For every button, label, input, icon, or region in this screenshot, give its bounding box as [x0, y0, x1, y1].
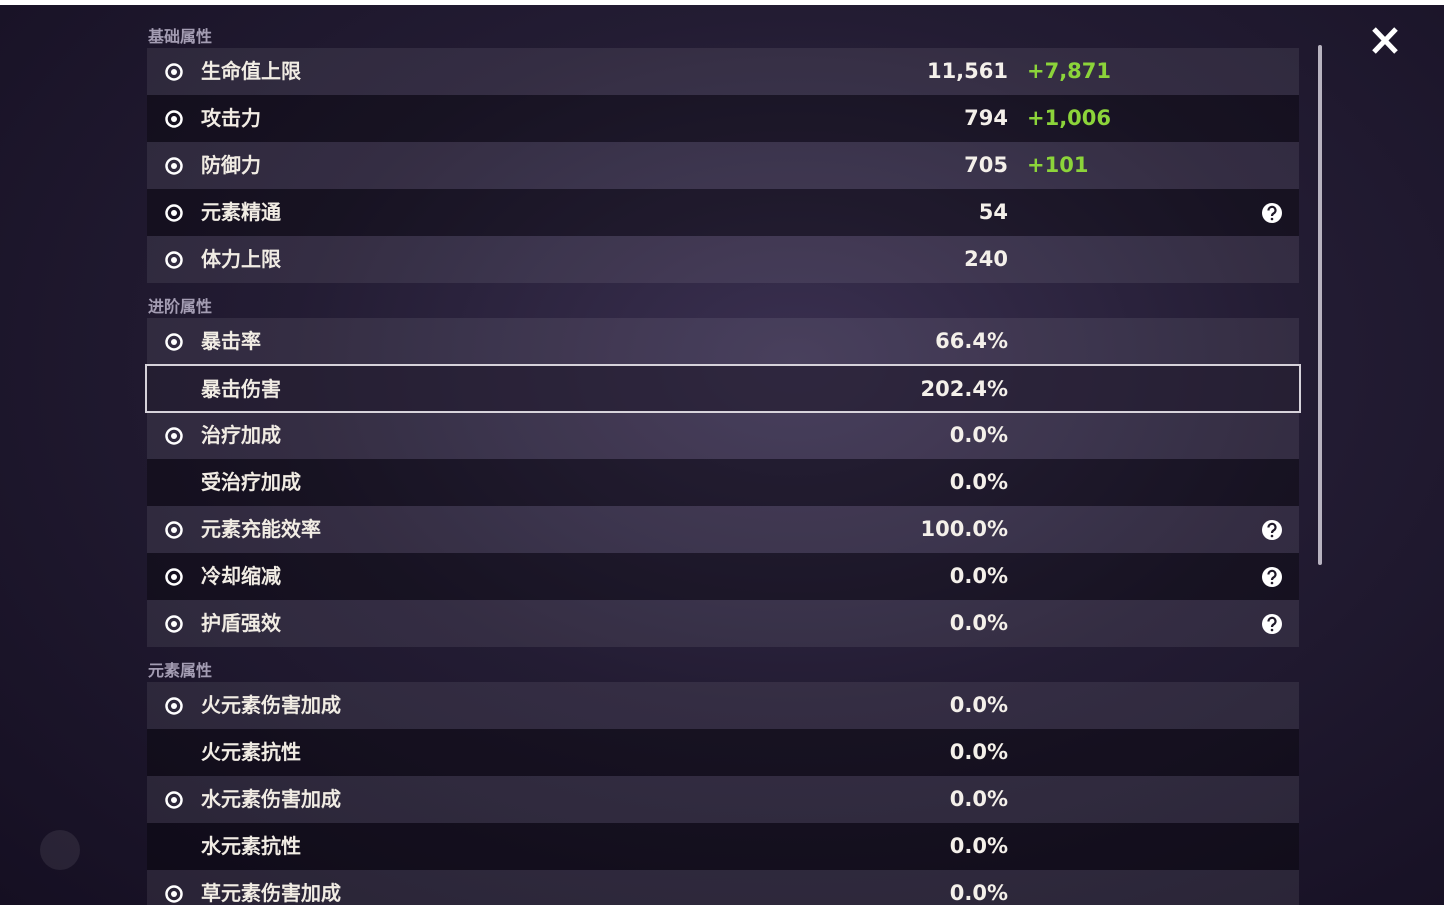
stat-icon	[165, 615, 183, 633]
stat-row[interactable]: 防御力 705 +101	[147, 142, 1299, 189]
close-button[interactable]	[1372, 27, 1398, 54]
stat-value: 54	[978, 200, 1008, 224]
stat-row[interactable]: 水元素伤害加成 0.0%	[147, 776, 1299, 823]
stat-label: 受治疗加成	[201, 470, 301, 494]
stat-label: 防御力	[201, 153, 261, 177]
stat-label: 火元素伤害加成	[201, 693, 341, 717]
stat-icon	[165, 333, 183, 351]
stat-icon	[165, 885, 183, 903]
stat-icon	[165, 204, 183, 222]
stat-bonus: +7,871	[1027, 59, 1112, 83]
menu-button[interactable]	[40, 830, 80, 870]
help-icon[interactable]	[1261, 613, 1283, 635]
stat-value: 11,561	[926, 59, 1008, 83]
stat-row[interactable]: 火元素抗性 0.0%	[147, 729, 1299, 776]
stat-row[interactable]: 元素充能效率 100.0%	[147, 506, 1299, 553]
stat-icon	[165, 427, 183, 445]
section-title: 进阶属性	[148, 297, 213, 316]
stat-value: 705	[964, 153, 1008, 177]
stat-row[interactable]: 护盾强效 0.0%	[147, 600, 1299, 647]
stat-label: 攻击力	[201, 106, 261, 130]
stat-label: 水元素抗性	[201, 834, 301, 858]
stat-row[interactable]: 水元素抗性 0.0%	[147, 823, 1299, 870]
section-title: 元素属性	[148, 661, 213, 680]
stat-icon	[165, 697, 183, 715]
stat-icon	[165, 63, 183, 81]
help-icon[interactable]	[1261, 519, 1283, 541]
stat-label: 生命值上限	[201, 59, 301, 83]
stat-value: 0.0%	[949, 693, 1008, 717]
stat-label: 体力上限	[201, 247, 281, 271]
top-edge	[0, 0, 1444, 5]
stat-icon	[165, 568, 183, 586]
stat-row[interactable]: 治疗加成 0.0%	[147, 412, 1299, 459]
stat-row[interactable]: 元素精通 54	[147, 189, 1299, 236]
stat-value: 240	[964, 247, 1008, 271]
stat-label: 火元素抗性	[201, 740, 301, 764]
stat-icon	[165, 791, 183, 809]
stat-label: 草元素伤害加成	[201, 881, 341, 905]
help-icon[interactable]	[1261, 202, 1283, 224]
stat-value: 100.0%	[920, 517, 1008, 541]
stat-value: 0.0%	[949, 787, 1008, 811]
stat-bonus: +101	[1027, 153, 1089, 177]
stat-label: 元素充能效率	[201, 517, 321, 541]
help-icon[interactable]	[1261, 566, 1283, 588]
stat-row[interactable]: 受治疗加成 0.0%	[147, 459, 1299, 506]
stat-row[interactable]: 火元素伤害加成 0.0%	[147, 682, 1299, 729]
stat-row[interactable]: 攻击力 794 +1,006	[147, 95, 1299, 142]
section-title: 基础属性	[148, 27, 213, 46]
stat-row[interactable]: 冷却缩减 0.0%	[147, 553, 1299, 600]
stat-icon	[165, 110, 183, 128]
stat-row[interactable]: 生命值上限 11,561 +7,871	[147, 48, 1299, 95]
stat-value: 0.0%	[949, 740, 1008, 764]
stat-label: 护盾强效	[201, 611, 281, 635]
scrollbar	[1318, 45, 1322, 565]
stat-value: 0.0%	[949, 611, 1008, 635]
stat-label: 治疗加成	[201, 423, 281, 447]
stat-label: 元素精通	[201, 200, 281, 224]
stat-label: 冷却缩减	[201, 564, 281, 588]
stat-value: 794	[964, 106, 1008, 130]
stat-row[interactable]: 草元素伤害加成 0.0%	[147, 870, 1299, 905]
stat-bonus: +1,006	[1027, 106, 1112, 130]
stat-value: 0.0%	[949, 423, 1008, 447]
stat-value: 0.0%	[949, 564, 1008, 588]
stat-value: 0.0%	[949, 881, 1008, 905]
stat-row[interactable]: 体力上限 240	[147, 236, 1299, 283]
stat-value: 202.4%	[920, 377, 1008, 401]
stat-row[interactable]: 暴击率 66.4%	[147, 318, 1299, 365]
stat-icon	[165, 157, 183, 175]
stat-value: 66.4%	[935, 329, 1008, 353]
stat-icon	[165, 521, 183, 539]
stat-row[interactable]: 暴击伤害 202.4%	[145, 364, 1301, 413]
stat-label: 水元素伤害加成	[201, 787, 341, 811]
stat-icon	[165, 251, 183, 269]
stat-value: 0.0%	[949, 470, 1008, 494]
stat-label: 暴击伤害	[201, 377, 281, 401]
stat-value: 0.0%	[949, 834, 1008, 858]
stat-label: 暴击率	[201, 329, 261, 353]
